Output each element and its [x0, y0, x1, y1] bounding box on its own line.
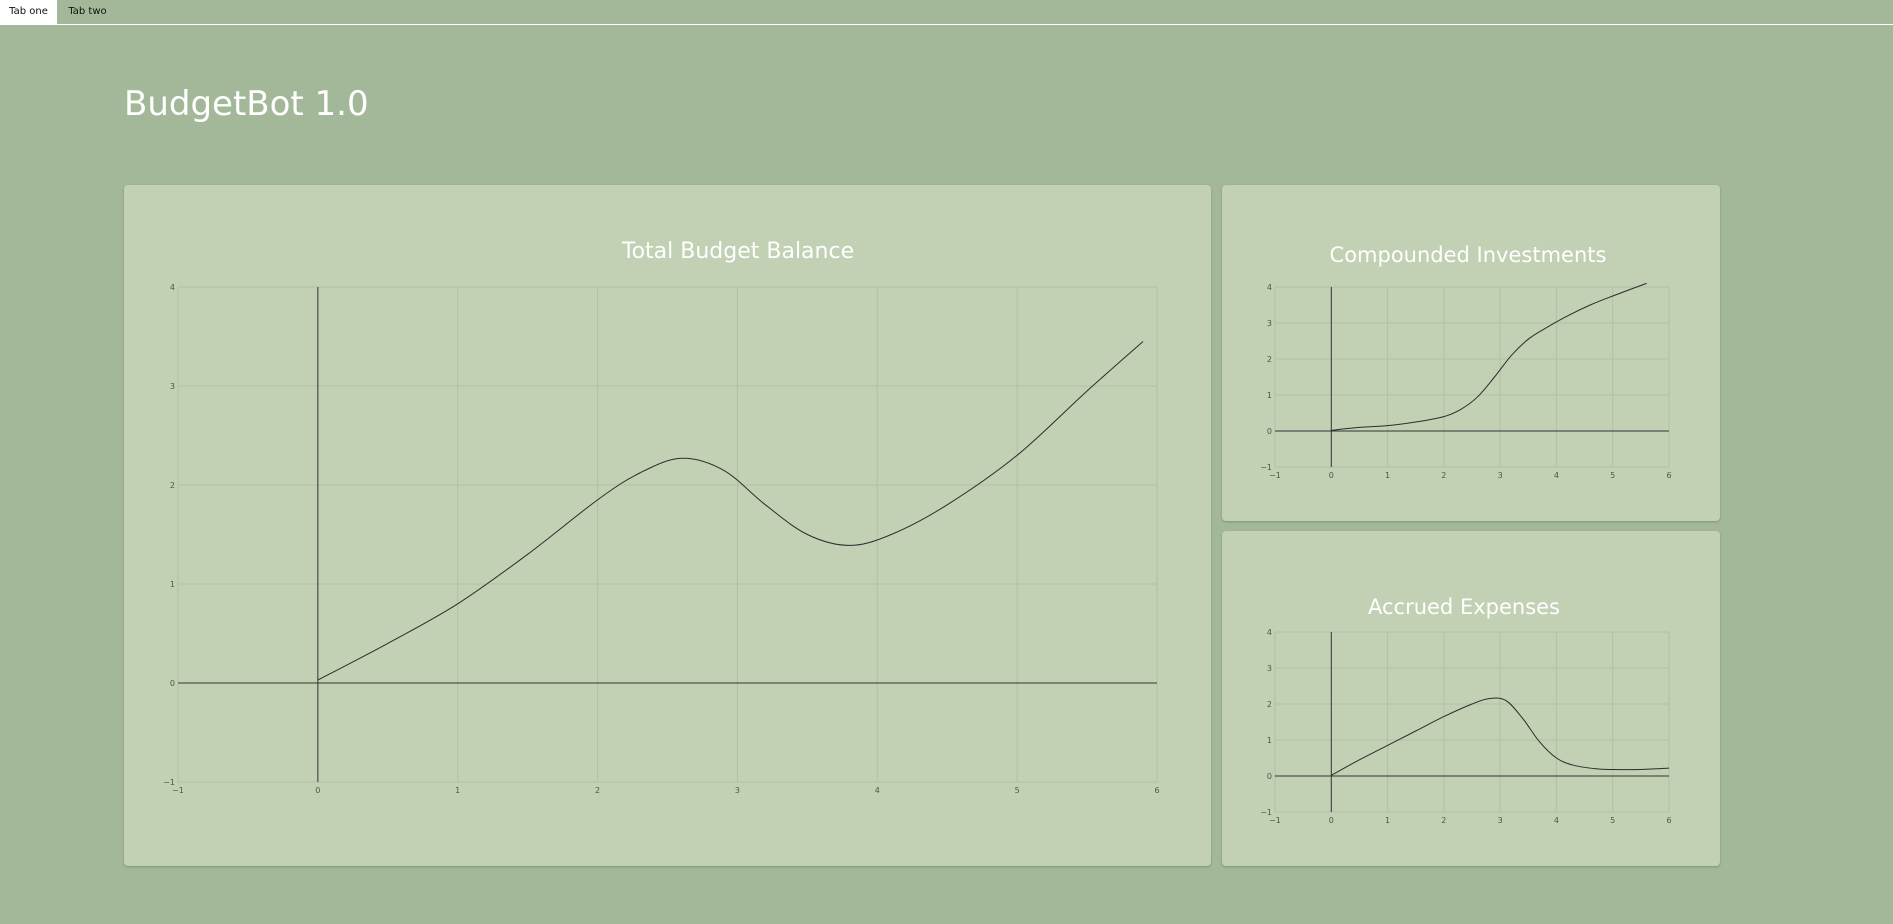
x-tick-label: 3	[1498, 816, 1503, 825]
x-tick-label: 0	[1329, 816, 1334, 825]
y-tick-label: 1	[170, 580, 175, 589]
x-tick-label: 5	[1610, 471, 1615, 480]
x-tick-label: 6	[1154, 786, 1159, 795]
y-tick-label: 3	[170, 382, 175, 391]
x-tick-label: 2	[1441, 471, 1446, 480]
x-tick-label: 6	[1666, 816, 1671, 825]
y-tick-label: 0	[170, 679, 175, 688]
y-tick-label: 1	[1267, 736, 1272, 745]
x-tick-label: 1	[455, 786, 460, 795]
y-tick-label: 1	[1267, 391, 1272, 400]
tab-one[interactable]: Tab one	[0, 0, 57, 25]
accrued-expenses-chart: Accrued Expenses −1 0 1 2 3 4 5 6 −1 0 1 2 3 4	[1260, 595, 1671, 825]
x-tick-label: 4	[1554, 471, 1559, 480]
x-tick-label: 5	[1015, 786, 1020, 795]
x-tick-label: 6	[1666, 471, 1671, 480]
accrued-expenses-series-line	[1331, 697, 1670, 776]
total-budget-balance-title: Total Budget Balance	[621, 239, 854, 264]
total-budget-balance-chart: Total Budget Balance −1 0 1 2 3 4 5 6 −1 0 1 2 3 4	[163, 239, 1159, 795]
page-title: BudgetBot 1.0	[124, 84, 369, 124]
y-tick-label: −1	[163, 778, 175, 787]
y-tick-label: 0	[1267, 427, 1272, 436]
compounded-investments-series-line	[1331, 282, 1647, 431]
x-tick-label: −1	[1269, 816, 1281, 825]
x-tick-label: 0	[1329, 471, 1334, 480]
y-tick-label: 4	[1267, 628, 1272, 637]
accrued-expenses-title: Accrued Expenses	[1368, 595, 1560, 619]
y-tick-label: 4	[170, 283, 175, 292]
total-budget-balance-card: Total Budget Balance −1 0 1 2 3 4 5 6 −1 0 1 2 3 4	[124, 185, 1211, 866]
y-tick-label: 2	[1267, 355, 1272, 364]
tab-bar: Tab one Tab two	[0, 0, 1893, 25]
y-tick-label: 0	[1267, 772, 1272, 781]
x-tick-label: 1	[1385, 471, 1390, 480]
compounded-investments-chart: Compounded Investments −1 0 1 2 3 4 5 6 −1 0 1 2 3 4	[1260, 243, 1671, 480]
x-tick-label: 4	[1554, 816, 1559, 825]
compounded-investments-card: Compounded Investments −1 0 1 2 3 4 5 6 −1 0 1 2 3 4	[1222, 185, 1720, 521]
x-tick-label: 4	[875, 786, 880, 795]
total-budget-balance-series-line	[317, 341, 1144, 681]
x-tick-label: 5	[1610, 816, 1615, 825]
y-tick-label: 2	[1267, 700, 1272, 709]
x-tick-label: 1	[1385, 816, 1390, 825]
x-tick-label: −1	[172, 786, 184, 795]
y-tick-label: 3	[1267, 319, 1272, 328]
x-tick-label: 2	[595, 786, 600, 795]
x-tick-label: 2	[1441, 816, 1446, 825]
y-tick-label: −1	[1260, 463, 1272, 472]
compounded-investments-title: Compounded Investments	[1330, 243, 1607, 267]
y-tick-label: −1	[1260, 808, 1272, 817]
x-tick-label: −1	[1269, 471, 1281, 480]
tab-two[interactable]: Tab two	[68, 6, 107, 17]
x-tick-label: 3	[1498, 471, 1503, 480]
x-tick-label: 3	[735, 786, 740, 795]
y-tick-label: 4	[1267, 283, 1272, 292]
accrued-expenses-card: Accrued Expenses −1 0 1 2 3 4 5 6 −1 0 1 2 3 4	[1222, 531, 1720, 866]
x-tick-label: 0	[315, 786, 320, 795]
y-tick-label: 2	[170, 481, 175, 490]
y-tick-label: 3	[1267, 664, 1272, 673]
